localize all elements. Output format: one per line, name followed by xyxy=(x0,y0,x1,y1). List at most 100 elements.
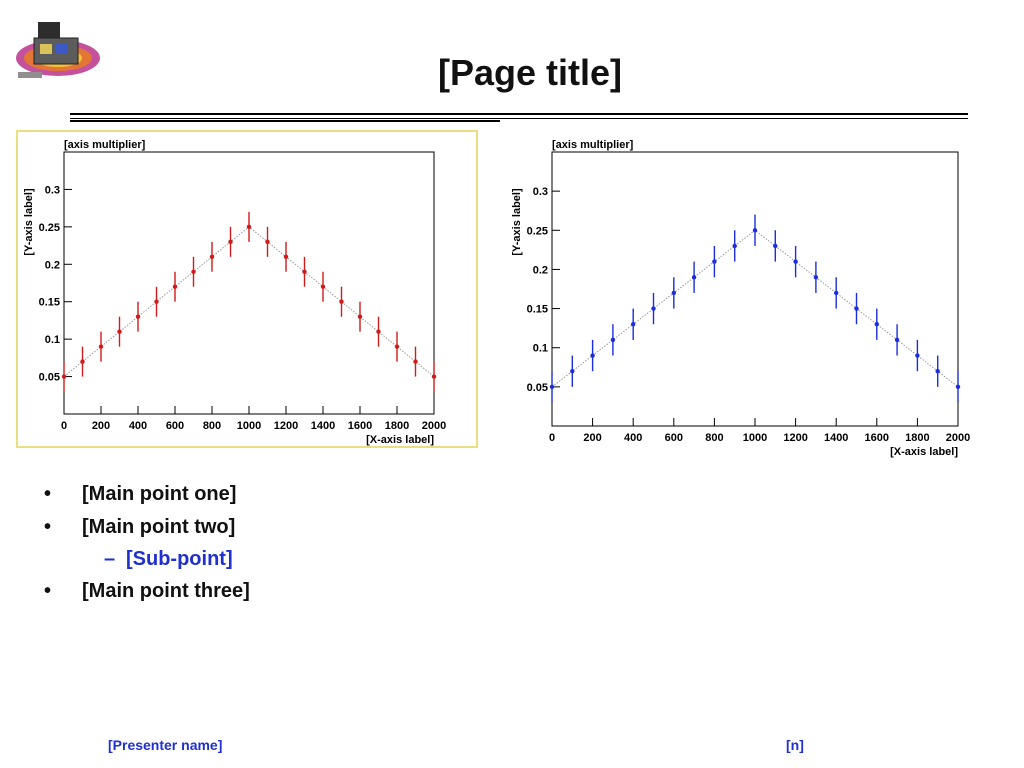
bullet-dot-icon: • xyxy=(44,580,52,602)
data-point xyxy=(98,344,104,349)
x-tick-label: 400 xyxy=(624,432,642,444)
data-point xyxy=(590,353,595,358)
data-point xyxy=(80,359,85,364)
data-point xyxy=(172,284,178,289)
data-point xyxy=(691,275,697,280)
data-point xyxy=(570,369,575,374)
footer-author: [Presenter name] xyxy=(108,737,223,753)
x-tick-label: 600 xyxy=(665,432,683,444)
y-tick-label: 0.05 xyxy=(527,382,548,394)
right-lightcurve-chart: 0 200 400 600 800 1000 1200 1400 1600 1800 2000 0.0… xyxy=(511,139,970,458)
y-tick-label: 0.3 xyxy=(533,186,548,198)
connecting-trace xyxy=(551,229,959,388)
page-number: [n] xyxy=(786,737,804,753)
data-point xyxy=(793,259,798,264)
x-tick-label: 400 xyxy=(129,420,147,432)
data-point xyxy=(712,259,717,264)
y-axis-label: [Y-axis label] xyxy=(511,188,523,256)
data-point xyxy=(610,337,616,343)
data-point xyxy=(228,239,233,245)
data-point xyxy=(874,322,879,327)
sub-bullet-item: – [Sub-point] xyxy=(44,548,984,571)
x-tick-label: 1200 xyxy=(783,432,807,444)
y-tick-label: 0.3 xyxy=(45,184,60,196)
x-tick-label: 1400 xyxy=(311,420,335,432)
x-tick-label: 600 xyxy=(166,420,184,432)
y-tick-label: 0.2 xyxy=(533,264,548,276)
data-point xyxy=(339,299,344,304)
x-tick-label: 200 xyxy=(583,432,601,444)
exponent-label: [axis multiplier] xyxy=(552,139,634,151)
exponent-label: [axis multiplier] xyxy=(64,139,146,151)
x-axis-label: [X-axis label] xyxy=(890,446,958,458)
connecting-trace xyxy=(63,226,435,377)
data-point xyxy=(246,224,252,230)
data-point xyxy=(413,359,418,364)
bullet-list: • [Main point one] • [Main point two] – … xyxy=(44,482,984,612)
data-point xyxy=(813,275,819,280)
y-tick-label: 0.05 xyxy=(39,372,60,384)
x-tick-label: 0 xyxy=(549,432,555,444)
data-point xyxy=(935,369,940,374)
x-tick-label: 1600 xyxy=(865,432,889,444)
x-tick-label: 1400 xyxy=(824,432,848,444)
x-tick-label: 800 xyxy=(705,432,723,444)
x-tick-label: 1800 xyxy=(385,420,409,432)
x-tick-label: 800 xyxy=(203,420,221,432)
data-point xyxy=(394,344,400,349)
plot-frame xyxy=(63,151,435,415)
x-axis-label: [X-axis label] xyxy=(366,434,434,446)
data-point xyxy=(283,254,289,259)
data-point xyxy=(894,337,900,343)
title-rule-bottom xyxy=(70,118,968,119)
x-tick-label: 2000 xyxy=(946,432,970,444)
data-point xyxy=(955,384,961,390)
y-tick-label: 0.1 xyxy=(533,343,548,355)
data-point xyxy=(191,269,196,274)
dash-icon: – xyxy=(104,548,116,570)
data-point xyxy=(376,329,381,334)
data-point xyxy=(61,374,67,379)
bullet-item: • [Main point two] xyxy=(44,515,984,540)
data-point xyxy=(209,254,215,259)
x-tick-label: 1600 xyxy=(348,420,372,432)
y-tick-label: 0.1 xyxy=(45,334,60,346)
data-point xyxy=(302,269,307,274)
x-tick-label: 2000 xyxy=(422,420,446,432)
y-tick-label: 0.15 xyxy=(39,297,60,309)
x-tick-label: 200 xyxy=(92,420,110,432)
bullet-item: • [Main point one] xyxy=(44,482,984,507)
data-point xyxy=(549,384,555,390)
y-tick-label: 0.2 xyxy=(45,259,60,271)
y-tick-label: 0.15 xyxy=(527,304,548,316)
bullet-dot-icon: • xyxy=(44,516,52,538)
bullet-text: [Main point two] xyxy=(82,516,236,538)
title-rule-accent xyxy=(70,120,500,122)
y-tick-label: 0.25 xyxy=(527,225,548,237)
plot-frame xyxy=(551,151,959,427)
data-point xyxy=(671,290,676,296)
bullet-dot-icon: • xyxy=(44,483,52,505)
data-point xyxy=(854,306,859,311)
x-tick-label: 1200 xyxy=(274,420,298,432)
bullet-item: • [Main point three] xyxy=(44,579,984,604)
page-title: [Page title] xyxy=(437,52,623,93)
title-rule-top xyxy=(70,113,968,115)
sub-bullet-text: [Sub-point] xyxy=(126,548,233,570)
data-point xyxy=(773,243,778,249)
bullet-text: [Main point one] xyxy=(82,483,237,505)
data-point xyxy=(752,228,758,233)
y-axis-label: [Y-axis label] xyxy=(23,188,35,256)
y-tick-label: 0.25 xyxy=(39,222,60,234)
left-chart-panel: 0 200 400 600 800 1000 1200 1400 1600 1800 2000 0.0… xyxy=(16,130,478,448)
data-point xyxy=(357,314,363,319)
x-tick-label: 1000 xyxy=(743,432,767,444)
x-tick-label: 1800 xyxy=(905,432,929,444)
x-tick-label: 0 xyxy=(61,420,67,432)
data-point xyxy=(915,353,920,358)
data-point xyxy=(834,290,839,296)
x-tick-label: 1000 xyxy=(237,420,261,432)
data-point xyxy=(154,299,159,304)
data-point xyxy=(732,243,737,249)
data-point xyxy=(135,314,141,319)
